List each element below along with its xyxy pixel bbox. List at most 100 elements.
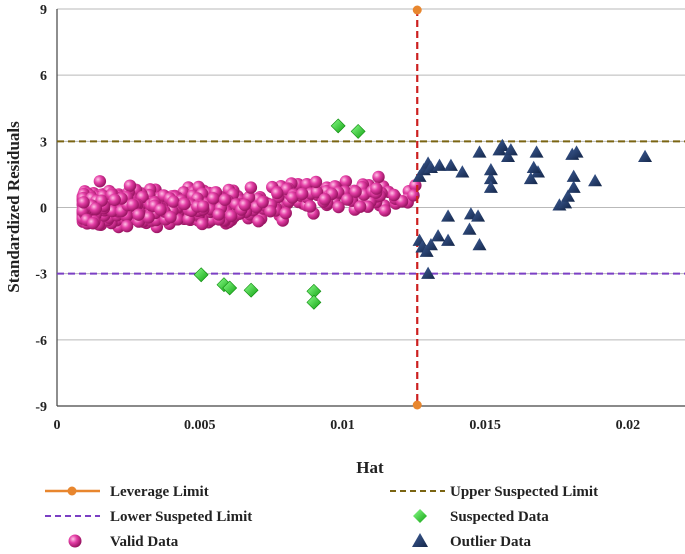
valid-data-point bbox=[387, 188, 401, 202]
valid-data-point bbox=[86, 217, 100, 230]
outlier-data-point bbox=[523, 171, 538, 185]
valid-data-point bbox=[310, 185, 324, 199]
outlier-data-point bbox=[423, 237, 438, 251]
outlier-data-point bbox=[421, 266, 436, 279]
outlier-data-point bbox=[483, 180, 498, 193]
valid-data-point bbox=[318, 193, 332, 206]
valid-data-point bbox=[353, 200, 367, 213]
outlier-data-point bbox=[503, 143, 518, 156]
outlier-data-point bbox=[526, 160, 541, 174]
outlier-data-point bbox=[483, 171, 498, 185]
outlier-data-point bbox=[432, 158, 447, 171]
valid-data-points bbox=[76, 170, 422, 234]
valid-data-point bbox=[252, 215, 265, 228]
valid-data-point bbox=[126, 198, 139, 212]
x-tick-label: 0.015 bbox=[469, 418, 501, 433]
y-tick-label: 0 bbox=[40, 202, 47, 217]
valid-data-point bbox=[409, 179, 422, 192]
outlier-data-point bbox=[566, 180, 581, 193]
legend-label: Suspected Data bbox=[450, 509, 549, 525]
suspected-data-point bbox=[243, 282, 259, 298]
y-tick-label: 9 bbox=[40, 3, 47, 18]
valid-data-point bbox=[286, 191, 299, 204]
x-tick-label: 0.005 bbox=[184, 418, 216, 433]
valid-data-point bbox=[123, 179, 137, 192]
x-tick-label: 0 bbox=[54, 418, 61, 433]
suspected-data-point bbox=[350, 123, 366, 139]
leverage-limit-bottom-marker bbox=[412, 400, 422, 410]
x-tick-label: 0.02 bbox=[616, 418, 641, 433]
legend-label: Lower Suspeted Limit bbox=[110, 509, 252, 525]
legend-label: Leverage Limit bbox=[110, 484, 209, 500]
axis-ticks: -9 -6 -3 0 3 6 9 0 0.005 0.01 0.015 0.02 bbox=[35, 3, 640, 433]
valid-data-point bbox=[238, 198, 251, 212]
legend-label: Upper Suspected Limit bbox=[450, 484, 598, 500]
valid-data-point bbox=[178, 197, 191, 211]
valid-data-point bbox=[339, 175, 353, 188]
x-tick-label: 0.01 bbox=[330, 418, 355, 433]
outlier-data-point bbox=[441, 233, 456, 246]
outlier-data-point bbox=[419, 244, 434, 257]
suspected-data-point bbox=[193, 267, 209, 283]
valid-data-point bbox=[142, 211, 155, 224]
outlier-data-point bbox=[558, 196, 573, 209]
suspected-data-points bbox=[193, 118, 366, 310]
valid-data-point bbox=[224, 209, 238, 223]
valid-data-point bbox=[93, 175, 107, 188]
suspected-data-point bbox=[306, 294, 322, 310]
outlier-data-point bbox=[462, 222, 477, 235]
outlier-data-point bbox=[431, 229, 446, 242]
valid-data-point bbox=[196, 200, 210, 213]
valid-data-point bbox=[244, 181, 258, 194]
outlier-data-point bbox=[501, 149, 516, 163]
valid-data-point bbox=[370, 182, 383, 195]
outlier-data-points bbox=[412, 138, 653, 279]
legend-leverage-marker-swatch bbox=[67, 486, 77, 496]
valid-data-point bbox=[256, 195, 269, 209]
legend: Leverage Limit Upper Suspected Limit Lower… bbox=[45, 484, 598, 550]
outlier-data-point bbox=[412, 169, 427, 182]
outlier-data-point bbox=[455, 165, 470, 178]
legend-label: Valid Data bbox=[110, 534, 179, 550]
valid-data-point bbox=[195, 217, 209, 231]
y-tick-label: -9 bbox=[35, 400, 47, 415]
y-axis-label: Standardized Residuals bbox=[4, 121, 23, 293]
outlier-data-point bbox=[588, 174, 603, 187]
x-axis-label: Hat bbox=[356, 458, 384, 477]
valid-data-point bbox=[304, 200, 317, 213]
valid-data-point bbox=[212, 208, 225, 221]
valid-data-point bbox=[279, 206, 292, 220]
reference-lines bbox=[57, 5, 685, 410]
outlier-data-point bbox=[472, 145, 487, 158]
legend-label: Outlier Data bbox=[450, 534, 531, 550]
valid-data-point bbox=[77, 196, 90, 209]
outlier-data-point bbox=[560, 189, 575, 202]
valid-data-point bbox=[378, 204, 392, 217]
valid-data-point bbox=[108, 193, 121, 206]
legend-triangle-swatch bbox=[412, 533, 428, 547]
plot-border bbox=[56, 9, 685, 407]
valid-data-point bbox=[120, 219, 134, 233]
legend-sphere-swatch bbox=[68, 534, 82, 548]
outlier-data-point bbox=[472, 237, 487, 251]
gridlines bbox=[57, 8, 685, 341]
suspected-data-point bbox=[330, 118, 346, 134]
valid-data-point bbox=[164, 210, 177, 224]
valid-data-point bbox=[167, 195, 180, 208]
legend-diamond-swatch bbox=[413, 509, 427, 523]
y-tick-label: 6 bbox=[40, 69, 47, 84]
valid-data-point bbox=[264, 205, 277, 218]
valid-data-point bbox=[89, 202, 103, 215]
valid-data-point bbox=[372, 170, 385, 184]
valid-data-point bbox=[207, 192, 220, 205]
outlier-data-point bbox=[569, 145, 584, 158]
outlier-data-point bbox=[566, 169, 581, 182]
valid-data-point bbox=[349, 185, 362, 198]
leverage-limit-top-marker bbox=[412, 5, 422, 15]
outlier-data-point bbox=[529, 145, 544, 158]
valid-data-point bbox=[132, 208, 145, 221]
valid-data-point bbox=[332, 200, 345, 214]
valid-data-point bbox=[154, 203, 167, 216]
valid-data-point bbox=[341, 193, 354, 206]
y-tick-label: -6 bbox=[35, 334, 47, 349]
